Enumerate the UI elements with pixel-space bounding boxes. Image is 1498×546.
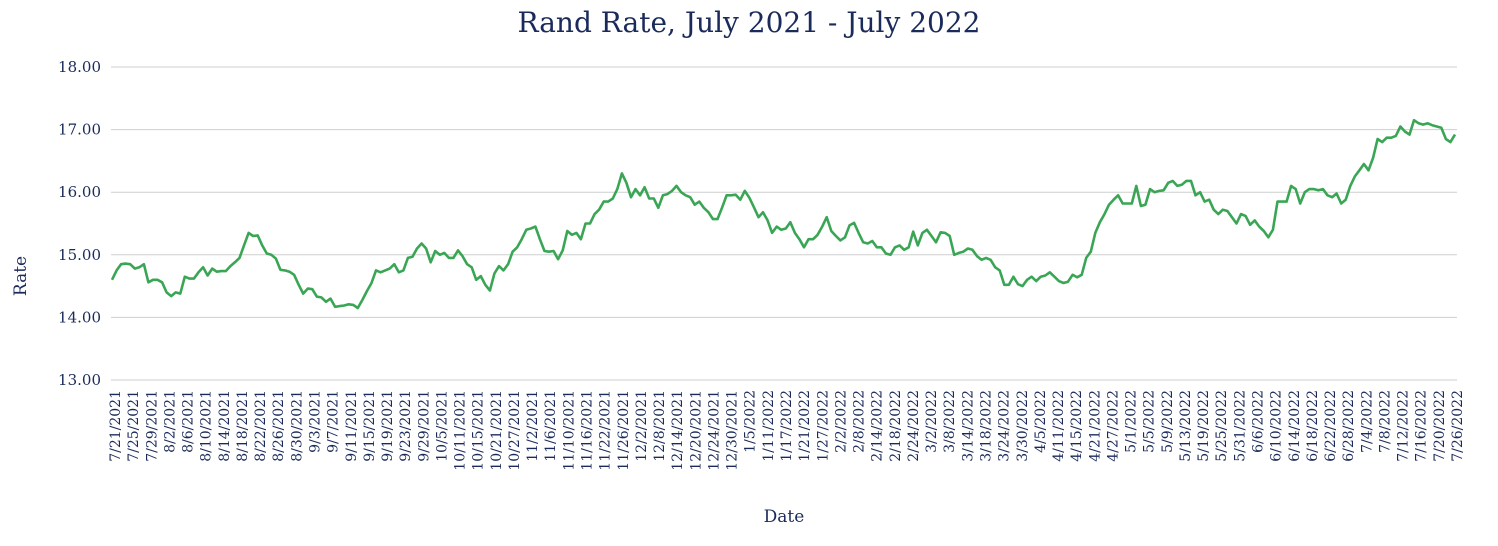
- x-tick-label: 5/13/2022: [1178, 390, 1194, 462]
- chart-title: Rand Rate, July 2021 - July 2022: [517, 6, 981, 39]
- x-tick-label: 2/2/2022: [833, 390, 849, 453]
- x-tick-label: 7/25/2021: [126, 390, 142, 462]
- y-tick-labels: 13.00 14.00 15.00 16.00 17.00 18.00: [58, 58, 101, 389]
- x-tick-label: 6/14/2022: [1287, 390, 1303, 462]
- y-tick-label: 15.00: [58, 246, 101, 264]
- x-tick-label: 4/27/2022: [1105, 390, 1121, 462]
- x-tick-label: 11/26/2021: [616, 390, 632, 471]
- x-tick-label: 2/24/2022: [906, 390, 922, 462]
- x-tick-label: 8/18/2021: [235, 390, 251, 462]
- x-tick-label: 6/28/2022: [1341, 390, 1357, 462]
- x-tick-label: 9/3/2021: [307, 390, 323, 453]
- x-tick-label: 7/20/2022: [1432, 390, 1448, 462]
- x-tick-label: 10/5/2021: [434, 390, 450, 462]
- x-tick-label: 7/16/2022: [1414, 390, 1430, 462]
- x-tick-label: 7/26/2022: [1450, 390, 1466, 462]
- x-tick-label: 4/15/2022: [1069, 390, 1085, 462]
- x-tick-label: 3/30/2022: [1015, 390, 1031, 462]
- x-tick-label: 1/5/2022: [743, 390, 759, 453]
- x-tick-label: 2/14/2022: [870, 390, 886, 462]
- x-tick-label: 5/9/2022: [1160, 390, 1176, 453]
- y-tick-label: 18.00: [58, 58, 101, 76]
- x-tick-label: 7/8/2022: [1377, 390, 1393, 453]
- x-tick-label: 8/22/2021: [253, 390, 269, 462]
- x-tick-label: 10/11/2021: [453, 390, 469, 471]
- x-tick-label: 11/2/2021: [525, 390, 541, 462]
- y-tick-label: 16.00: [58, 183, 101, 201]
- x-tick-label: 9/7/2021: [326, 390, 342, 453]
- x-tick-label: 12/30/2021: [725, 390, 741, 471]
- x-tick-label: 8/10/2021: [199, 390, 215, 462]
- x-tick-label: 1/11/2022: [761, 390, 777, 462]
- x-tick-label: 9/29/2021: [416, 390, 432, 462]
- x-tick-label: 11/10/2021: [561, 390, 577, 471]
- series-line: [110, 118, 1457, 310]
- x-tick-label: 12/24/2021: [706, 390, 722, 471]
- x-tick-label: 11/22/2021: [598, 390, 614, 471]
- x-tick-label: 10/27/2021: [507, 390, 523, 471]
- x-tick-label: 12/2/2021: [634, 390, 650, 462]
- y-tick-label: 14.00: [58, 308, 101, 326]
- x-tick-label: 5/5/2022: [1142, 390, 1158, 453]
- x-tick-label: 7/29/2021: [144, 390, 160, 462]
- x-tick-label: 5/25/2022: [1214, 390, 1230, 462]
- x-tick-label: 12/8/2021: [652, 390, 668, 462]
- x-tick-label: 10/21/2021: [489, 390, 505, 471]
- gridlines: [111, 66, 1457, 381]
- x-tick-label: 2/8/2022: [852, 390, 868, 453]
- x-tick-label: 11/6/2021: [543, 390, 559, 462]
- series-rand-rate: [110, 118, 1457, 310]
- x-tick-label: 1/21/2022: [797, 390, 813, 462]
- x-tick-label: 8/26/2021: [271, 390, 287, 462]
- x-tick-label: 8/2/2021: [162, 390, 178, 453]
- x-tick-label: 8/6/2021: [181, 390, 197, 453]
- x-tick-label: 12/14/2021: [670, 390, 686, 471]
- x-tick-label: 12/20/2021: [688, 390, 704, 471]
- x-tick-label: 5/1/2022: [1124, 390, 1140, 453]
- x-tick-label: 8/14/2021: [217, 390, 233, 462]
- x-tick-label: 4/21/2022: [1087, 390, 1103, 462]
- x-tick-label: 9/19/2021: [380, 390, 396, 462]
- x-tick-label: 9/23/2021: [398, 390, 414, 462]
- x-tick-label: 3/24/2022: [997, 390, 1013, 462]
- x-tick-label: 7/12/2022: [1396, 390, 1412, 462]
- x-tick-label: 6/10/2022: [1269, 390, 1285, 462]
- x-tick-label: 5/31/2022: [1232, 390, 1248, 462]
- x-tick-label: 10/15/2021: [471, 390, 487, 471]
- x-tick-label: 1/17/2022: [779, 390, 795, 462]
- x-tick-label: 9/15/2021: [362, 390, 378, 462]
- x-tick-labels: 7/21/2021 7/25/2021 7/29/2021 8/2/2021 8/6/2…: [108, 390, 1466, 471]
- x-axis-label: Date: [764, 507, 805, 527]
- x-tick-label: 9/11/2021: [344, 390, 360, 462]
- x-tick-label: 5/19/2022: [1196, 390, 1212, 462]
- x-tick-label: 2/18/2022: [888, 390, 904, 462]
- x-tick-label: 4/5/2022: [1033, 390, 1049, 453]
- x-tick-label: 8/30/2021: [289, 390, 305, 462]
- y-tick-label: 13.00: [58, 371, 101, 389]
- x-tick-label: 7/4/2022: [1359, 390, 1375, 453]
- x-tick-label: 3/18/2022: [978, 390, 994, 462]
- x-tick-label: 3/14/2022: [960, 390, 976, 462]
- x-tick-label: 1/27/2022: [815, 390, 831, 462]
- x-tick-label: 6/6/2022: [1251, 390, 1267, 453]
- x-tick-label: 7/21/2021: [108, 390, 124, 462]
- x-tick-label: 6/18/2022: [1305, 390, 1321, 462]
- x-tick-label: 6/22/2022: [1323, 390, 1339, 462]
- y-tick-label: 17.00: [58, 121, 101, 139]
- x-tick-label: 4/11/2022: [1051, 390, 1067, 462]
- x-tick-label: 11/16/2021: [580, 390, 596, 471]
- x-tick-label: 3/8/2022: [942, 390, 958, 453]
- x-tick-label: 3/2/2022: [924, 390, 940, 453]
- y-axis-label: Rate: [11, 256, 31, 296]
